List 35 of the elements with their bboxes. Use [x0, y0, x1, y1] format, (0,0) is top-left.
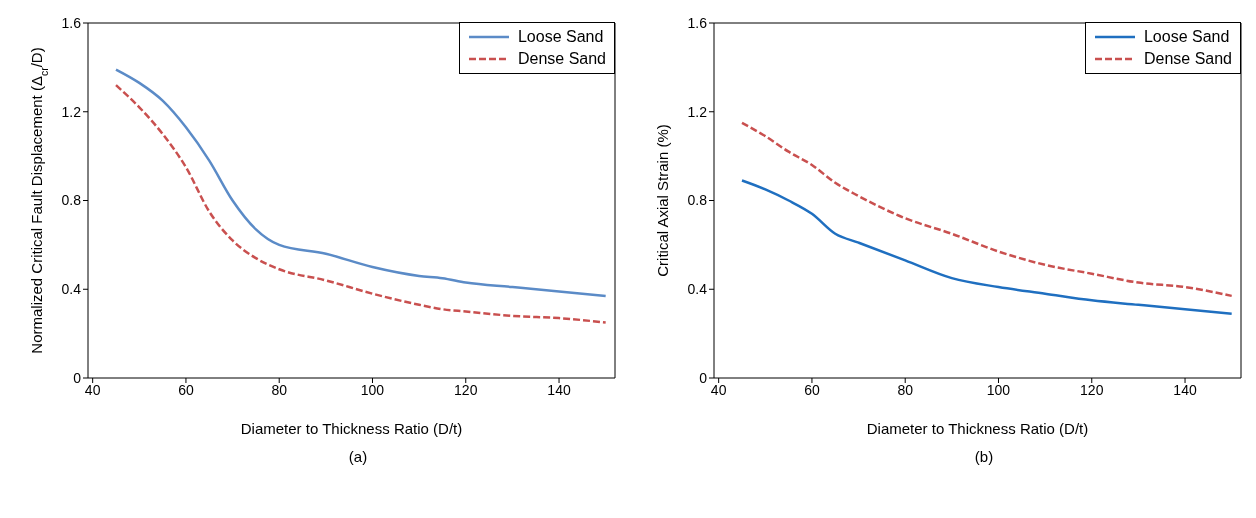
x-tick-label: 120 [454, 381, 478, 398]
line-series [740, 121, 1233, 298]
x-axis-title: Diameter to Thickness Ratio (D/t) [866, 420, 1089, 437]
x-tick-label: 100 [360, 381, 385, 398]
y-tick-label: 1.6 [61, 14, 82, 31]
x-tick-label: 60 [804, 381, 820, 398]
y-axis-title: Critical Axial Strain (%) [654, 124, 671, 277]
legend-label: Loose Sand [1143, 27, 1230, 47]
y-tick-label: 0.8 [61, 192, 82, 209]
x-tick-label: 60 [178, 381, 194, 398]
y-tick-label: 1.2 [61, 103, 82, 120]
x-tick-label: 80 [897, 381, 914, 398]
y-tick-label: 0.8 [687, 192, 708, 209]
x-tick-label: 140 [1173, 381, 1197, 398]
y-tick-label: 0.4 [687, 281, 708, 298]
text: (a) [347, 448, 369, 465]
x-tick-label: 40 [710, 381, 727, 398]
y-tick-label: 0.4 [61, 281, 82, 298]
legend-label: Dense Sand [1143, 49, 1232, 69]
y-tick-label: 1.2 [687, 103, 708, 120]
y-tick-label: 0 [73, 369, 82, 386]
line-series [114, 68, 607, 298]
x-tick-label: 100 [986, 381, 1011, 398]
x-tick-label: 80 [271, 381, 288, 398]
legend-label: Loose Sand [517, 27, 604, 47]
text: (b) [973, 448, 995, 465]
line-series [114, 83, 607, 324]
y-tick-label: 0 [699, 369, 708, 386]
x-tick-label: 140 [547, 381, 571, 398]
line-series [740, 179, 1233, 315]
x-tick-label: 40 [84, 381, 101, 398]
y-tick-label: 1.6 [687, 14, 708, 31]
x-tick-label: 120 [1080, 381, 1104, 398]
x-axis-title: Diameter to Thickness Ratio (D/t) [240, 420, 463, 437]
legend-label: Dense Sand [517, 49, 606, 69]
